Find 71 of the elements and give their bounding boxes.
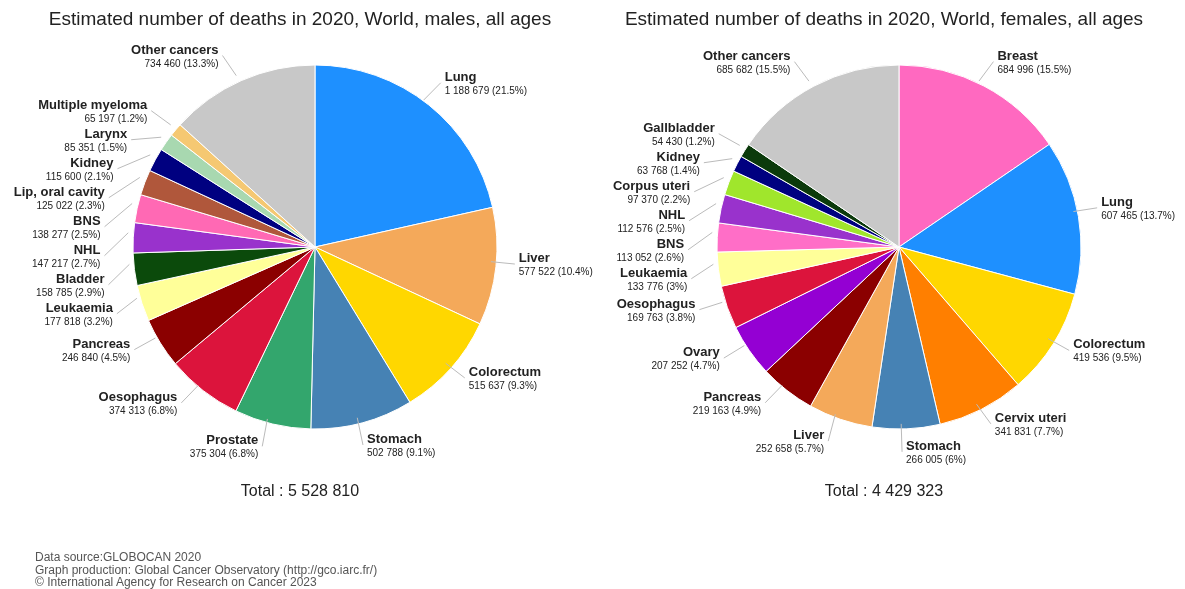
- slice-label: Larynx: [84, 125, 128, 141]
- data-label: 375 304 (6.8%): [189, 448, 259, 460]
- slice-label: Gallbladder: [643, 119, 715, 135]
- slice-label: Cervix uteri: [994, 409, 1067, 425]
- text: Graph production: Global Cancer Observatory (http://gco.iarc.fr/): [35, 562, 378, 577]
- slice-label: BNS: [656, 235, 685, 251]
- data-label: 577 522 (10.4%): [518, 266, 593, 278]
- slice-label: Stomach: [366, 431, 422, 446]
- data-label: 341 831 (7.7%): [994, 425, 1064, 437]
- source-note: Data source:GLOBOCAN 2020: [35, 550, 203, 564]
- data-label: 266 005 (6%): [906, 453, 967, 465]
- data-label: 138 277 (2.5%): [32, 228, 101, 240]
- data-label: 246 840 (4.5%): [61, 351, 131, 363]
- slice-label: BNS: [73, 212, 101, 228]
- slice-label: Oesophagus: [98, 388, 178, 404]
- slice-label: Lip, oral cavity: [13, 183, 106, 199]
- slice-label: Colorectum: [1073, 336, 1146, 352]
- data-label: 54 430 (1.2%): [651, 135, 715, 147]
- data-label: 252 658 (5.7%): [755, 443, 825, 455]
- text: © International Agency for Research on Cancer 2023: [35, 575, 317, 589]
- text: Total : 5 528 810: [239, 482, 361, 500]
- data-label: 374 313 (6.8%): [108, 404, 178, 416]
- slice-label: Kidney: [656, 148, 701, 164]
- data-label: 63 768 (1.4%): [637, 164, 700, 176]
- slice-label: Lung: [1101, 193, 1133, 209]
- slice-label: Kidney: [70, 154, 115, 170]
- data-label: 515 637 (9.3%): [468, 379, 538, 391]
- data-label: 113 052 (2.6%): [616, 251, 685, 263]
- data-label: 685 682 (15.5%): [716, 63, 791, 75]
- data-label: 112 576 (2.5%): [617, 222, 686, 234]
- data-label: 219 163 (4.9%): [692, 404, 762, 416]
- data-label: 207 252 (4.7%): [651, 360, 720, 372]
- slice-label: Oesophagus: [616, 295, 696, 311]
- data-label: 147 217 (2.7%): [32, 257, 101, 269]
- slice-label: Liver: [518, 250, 550, 266]
- data-label: 115 600 (2.1%): [45, 170, 114, 182]
- data-label: 734 460 (13.3%): [144, 57, 219, 69]
- slice-label: Liver: [793, 427, 825, 443]
- data-label: 133 776 (3%): [627, 280, 688, 292]
- slice-label: Breast: [997, 47, 1039, 63]
- slice-label: Leukaemia: [45, 299, 114, 315]
- slice-label: Stomach: [906, 437, 962, 453]
- slice-label: Lung: [444, 68, 477, 84]
- slice-label: Corpus uteri: [612, 177, 691, 193]
- slice-label: Leukaemia: [620, 264, 689, 280]
- slice-label: Bladder: [56, 270, 105, 286]
- slice-label: Multiple myeloma: [38, 96, 149, 112]
- data-label: 177 818 (3.2%): [44, 315, 113, 327]
- slice-label: Pancreas: [72, 335, 131, 351]
- data-label: 1 188 679 (21.5%): [444, 84, 527, 96]
- data-label: 158 785 (2.9%): [36, 286, 105, 298]
- data-label: 97 370 (2.2%): [627, 193, 691, 205]
- slice-label: Colorectum: [468, 363, 542, 379]
- slice-label: Other cancers: [703, 47, 791, 63]
- slice-label: NHL: [658, 206, 686, 222]
- slice-label: Pancreas: [703, 388, 762, 404]
- data-label: 65 197 (1.2%): [84, 112, 148, 124]
- slice-label: Other cancers: [131, 41, 219, 57]
- slice-label: Ovary: [682, 344, 721, 360]
- data-label: 607 465 (13.7%): [1101, 209, 1176, 221]
- text: Total : 4 429 323: [823, 482, 945, 500]
- data-label: 502 788 (9.1%): [366, 447, 436, 458]
- slice-label: NHL: [73, 241, 101, 257]
- data-label: 419 536 (9.5%): [1073, 352, 1142, 364]
- data-label: 169 763 (3.8%): [627, 311, 696, 323]
- data-label: 85 351 (1.5%): [64, 141, 128, 153]
- chart-title: Estimated number of deaths in 2020, World, males, all ages: [47, 8, 553, 30]
- chart-title: Estimated number of deaths in 2020, World, females, all ages: [623, 8, 1145, 30]
- data-label: 125 022 (2.3%): [36, 199, 105, 211]
- slice-label: Prostate: [206, 432, 259, 448]
- data-label: 684 996 (15.5%): [997, 63, 1072, 75]
